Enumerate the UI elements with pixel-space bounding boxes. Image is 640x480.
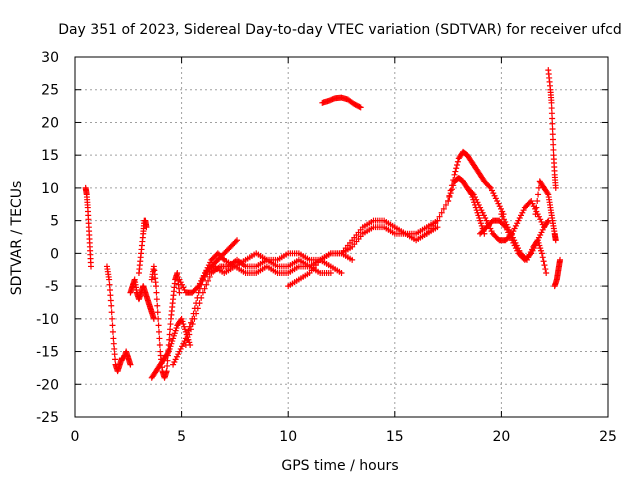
series-s18 [498, 211, 550, 276]
y-tick-label: 0 [50, 246, 59, 262]
series-s15 [445, 148, 507, 218]
marker-layer [82, 67, 564, 381]
y-tick-label: -15 [36, 345, 59, 361]
data-point-markers [445, 148, 507, 218]
y-tick-label: -10 [36, 312, 59, 328]
y-tick-label: 5 [50, 214, 59, 230]
data-point-markers [338, 217, 441, 257]
series-s13 [319, 94, 364, 111]
y-tick-label: 10 [41, 181, 59, 197]
x-tick-label: 10 [279, 429, 297, 445]
series-s12 [338, 217, 441, 257]
series-s21 [551, 256, 564, 290]
data-point-markers [545, 67, 559, 191]
series-s3 [127, 276, 157, 322]
y-axis-label: SDTVAR / TECUs [9, 181, 25, 296]
grid-layer [75, 57, 608, 417]
data-point-markers [148, 263, 183, 381]
data-point-markers [498, 211, 550, 276]
data-point-markers [532, 178, 559, 244]
series-s5 [148, 263, 183, 381]
y-tick-label: 15 [41, 148, 59, 164]
x-axis-label: GPS time / hours [281, 458, 398, 474]
series-s14 [423, 175, 488, 237]
series-s4 [135, 217, 150, 276]
data-point-markers [103, 263, 134, 375]
y-tick-label: 30 [41, 50, 59, 66]
data-point-markers [551, 256, 564, 290]
x-tick-label: 20 [492, 429, 510, 445]
series-s1 [82, 184, 94, 270]
y-tick-label: 20 [41, 115, 59, 131]
tick-label-layer: 0 5 10 15 20 25 -25 -20 -15 -10 -5 0 5 10 15 20 25 30 [36, 50, 617, 445]
plot-frame [74, 56, 609, 418]
x-tick-label: 5 [177, 429, 186, 445]
chart-title: Day 351 of 2023, Sidereal Day-to-day VTE… [58, 22, 622, 38]
series-s6 [148, 315, 194, 381]
y-tick-label: -25 [36, 410, 59, 426]
y-tick-label: -20 [36, 377, 59, 393]
x-tick-label: 25 [599, 429, 617, 445]
series-s20 [545, 67, 559, 191]
series-s2 [103, 263, 134, 375]
data-point-markers [199, 263, 334, 283]
x-tick-label: 0 [71, 429, 80, 445]
data-point-markers [82, 184, 94, 270]
data-point-markers [135, 217, 150, 276]
data-point-markers [148, 315, 194, 381]
series-s10 [199, 263, 334, 283]
x-tick-label: 15 [386, 429, 404, 445]
y-tick-label: -5 [45, 279, 59, 295]
data-point-markers [319, 94, 364, 111]
y-tick-label: 25 [41, 83, 59, 99]
data-point-markers [127, 276, 157, 322]
tick-layer [74, 56, 609, 418]
series-s19 [532, 178, 559, 244]
data-point-markers [423, 175, 488, 237]
